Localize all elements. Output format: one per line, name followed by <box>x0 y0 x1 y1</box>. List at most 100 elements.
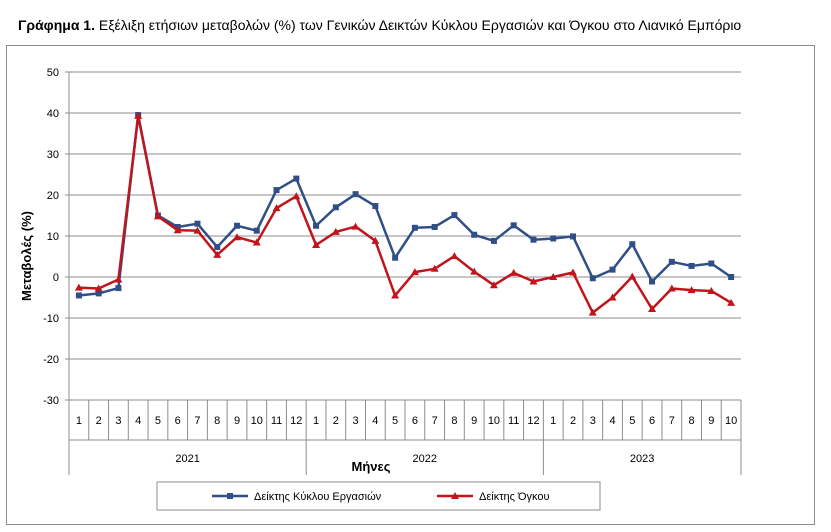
data-point <box>471 231 478 238</box>
x-tick-label: 3 <box>353 415 359 427</box>
x-tick-label: 5 <box>629 415 635 427</box>
data-point <box>392 254 399 261</box>
x-tick-label: 10 <box>488 415 500 427</box>
legend-label: Δείκτης Όγκου <box>479 491 550 503</box>
data-point <box>530 236 537 243</box>
data-point <box>372 203 379 210</box>
data-point <box>470 267 479 275</box>
data-point <box>95 290 102 297</box>
data-point <box>569 268 577 276</box>
chart-title: Γράφημα 1. Εξέλιξη ετήσιων μεταβολών (%)… <box>18 17 741 33</box>
x-tick-label: 9 <box>471 415 477 427</box>
legend-swatch-marker <box>451 492 459 499</box>
x-tick-label: 7 <box>432 415 438 427</box>
data-point <box>214 244 221 251</box>
data-point <box>727 298 736 306</box>
data-point <box>430 264 439 272</box>
y-tick-label: 10 <box>47 231 59 243</box>
chart-frame: -30 -20 -10 0 10 20 30 40 50 1 2 3 4 5 6 7 8 9 10 11 12 1 2 3 4… <box>6 45 815 525</box>
x-tick-label: 7 <box>669 415 675 427</box>
data-point <box>313 222 320 229</box>
data-point <box>410 268 419 276</box>
x-tick-label: 9 <box>708 415 714 427</box>
y-tick-label: 20 <box>47 190 59 202</box>
data-point <box>510 222 517 229</box>
data-point <box>74 283 83 291</box>
y-tick-label: -30 <box>43 395 59 407</box>
legend-swatch-marker <box>227 493 233 499</box>
y-tick-label: 0 <box>53 272 59 284</box>
x-tick-label: 5 <box>155 415 161 427</box>
data-point <box>213 250 222 258</box>
series-turnover <box>75 112 735 299</box>
data-point <box>233 233 241 241</box>
x-tick-label: 2 <box>333 415 339 427</box>
year-label: 2022 <box>413 453 437 465</box>
data-point <box>648 304 657 312</box>
data-point <box>668 258 675 265</box>
data-point <box>629 241 636 248</box>
data-point <box>332 204 339 211</box>
x-tick-label: 4 <box>609 415 615 427</box>
data-point <box>115 285 122 292</box>
data-point <box>549 273 558 280</box>
x-tick-label: 12 <box>527 415 539 427</box>
data-point <box>451 212 458 219</box>
x-tick-label: 3 <box>590 415 596 427</box>
x-tick-label: 8 <box>689 415 695 427</box>
x-tick-label: 10 <box>725 415 737 427</box>
data-point <box>194 220 201 227</box>
data-point <box>728 274 735 280</box>
x-tick-label: 2 <box>96 415 102 427</box>
data-point <box>351 222 360 230</box>
year-label: 2023 <box>630 453 654 465</box>
x-tick-label: 8 <box>451 415 457 427</box>
series-line <box>78 113 732 297</box>
data-point <box>490 237 497 244</box>
y-tick-label: 40 <box>47 108 59 120</box>
data-point <box>649 278 656 285</box>
chart-title-text: Εξέλιξη ετήσιων μεταβολών (%) των Γενικώ… <box>98 17 742 33</box>
y-axis-ticks: -30 -20 -10 0 10 20 30 40 50 <box>43 67 69 407</box>
data-point <box>252 238 261 246</box>
data-point <box>134 111 143 119</box>
data-point <box>253 227 260 234</box>
data-point <box>331 227 340 235</box>
data-point <box>391 291 400 299</box>
x-tick-label: 1 <box>550 415 556 427</box>
data-point <box>173 226 182 234</box>
data-point <box>411 224 418 231</box>
data-point <box>352 191 359 198</box>
x-tick-label: 6 <box>175 415 181 427</box>
data-point <box>688 262 695 269</box>
x-tick-label: 7 <box>194 415 200 427</box>
data-point <box>529 277 538 285</box>
x-tick-label: 2 <box>570 415 576 427</box>
data-point <box>114 275 123 283</box>
data-point <box>312 241 321 249</box>
legend: Δείκτης Κύκλου Εργασιών Δείκτης Όγκου <box>156 481 601 511</box>
year-label: 2021 <box>175 453 199 465</box>
legend-label: Δείκτης Κύκλου Εργασιών <box>254 491 382 503</box>
data-point <box>489 281 498 289</box>
data-point <box>628 272 637 280</box>
y-tick-label: -10 <box>43 313 59 325</box>
data-point <box>94 284 103 292</box>
x-axis-label: Μήνες <box>352 459 391 474</box>
data-point <box>609 266 616 273</box>
chart-title-prefix: Γράφημα 1. <box>18 17 95 33</box>
data-point <box>292 192 301 200</box>
x-axis: 1 2 3 4 5 6 7 8 9 10 11 12 1 2 3 4 5 6 7 8 9 10 11 12 1 2 3 4 5 6 7 8 9 1… <box>68 400 742 475</box>
data-point <box>588 308 597 316</box>
data-point <box>153 212 162 220</box>
y-axis-label: Μεταβολές (%) <box>19 211 34 301</box>
x-tick-label: 4 <box>135 415 141 427</box>
series-layer <box>74 111 736 316</box>
x-tick-label: 3 <box>115 415 121 427</box>
gridlines <box>68 71 741 401</box>
x-tick-label: 5 <box>392 415 398 427</box>
x-tick-label: 1 <box>76 415 82 427</box>
series-line <box>78 114 732 314</box>
series-volume <box>74 111 736 316</box>
